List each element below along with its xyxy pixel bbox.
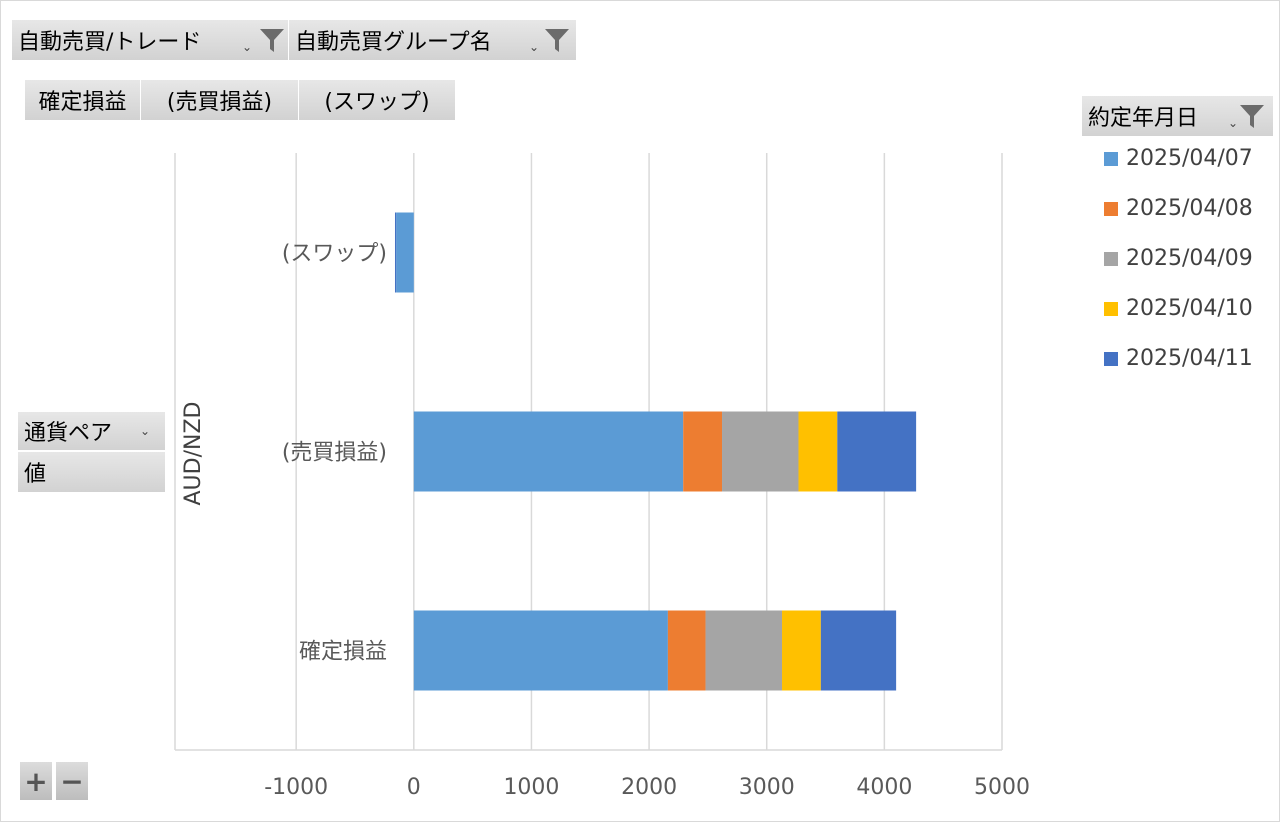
legend-label: 2025/04/11 [1126, 346, 1253, 371]
plus-icon: + [24, 764, 48, 798]
value-field-button[interactable]: 値 [18, 452, 166, 492]
value-button-swap[interactable]: (スワップ) [299, 80, 456, 120]
pair-filter-button[interactable]: 通貨ペア ⌄ [18, 412, 166, 450]
legend-label: 2025/04/09 [1126, 246, 1253, 271]
legend-swatch [1104, 251, 1118, 266]
legend-item[interactable]: 2025/04/08 [1104, 196, 1253, 221]
legend-label: 2025/04/10 [1126, 296, 1253, 321]
pair-filter-label: 通貨ペア [24, 421, 113, 446]
legend-item[interactable]: 2025/04/11 [1104, 346, 1253, 371]
minus-icon: − [60, 764, 84, 798]
legend-swatch [1104, 151, 1118, 166]
legend-swatch [1104, 351, 1118, 366]
group-filter-button[interactable]: 自動売買グループ名 ⌄ [289, 20, 577, 60]
legend-item[interactable]: 2025/04/09 [1104, 246, 1253, 271]
value-button-label: 確定損益 [38, 90, 127, 115]
dropdown-arrow-icon[interactable]: ⌄ [1228, 116, 1239, 130]
group-filter-label: 自動売買グループ名 [295, 30, 492, 55]
collapse-button[interactable]: − [56, 762, 88, 800]
value-button-label: (売買損益) [166, 90, 273, 115]
legend-swatch [1104, 201, 1118, 216]
filter-funnel-icon[interactable] [258, 26, 286, 54]
date-filter-button[interactable]: 約定年月日 ⌄ [1082, 96, 1274, 136]
value-field-label: 値 [24, 462, 47, 487]
dropdown-arrow-icon[interactable]: ⌄ [529, 40, 540, 54]
legend-label: 2025/04/08 [1126, 196, 1253, 221]
legend-item[interactable]: 2025/04/10 [1104, 296, 1253, 321]
filter-funnel-icon[interactable] [543, 26, 571, 54]
expand-button[interactable]: + [20, 762, 52, 800]
legend-label: 2025/04/07 [1126, 146, 1253, 171]
value-button-label: (スワップ) [324, 90, 430, 115]
date-filter-label: 約定年月日 [1088, 106, 1199, 131]
trade-filter-label: 自動売買/トレード [18, 30, 202, 55]
dropdown-arrow-icon[interactable]: ⌄ [140, 424, 151, 438]
legend-item[interactable]: 2025/04/07 [1104, 146, 1253, 171]
dropdown-arrow-icon[interactable]: ⌄ [242, 40, 253, 54]
value-button-trade-pl[interactable]: (売買損益) [141, 80, 299, 120]
legend-swatch [1104, 301, 1118, 316]
trade-filter-button[interactable]: 自動売買/トレード ⌄ [12, 20, 289, 60]
filter-funnel-icon[interactable] [1238, 102, 1266, 130]
value-button-confirmed[interactable]: 確定損益 [25, 80, 141, 120]
